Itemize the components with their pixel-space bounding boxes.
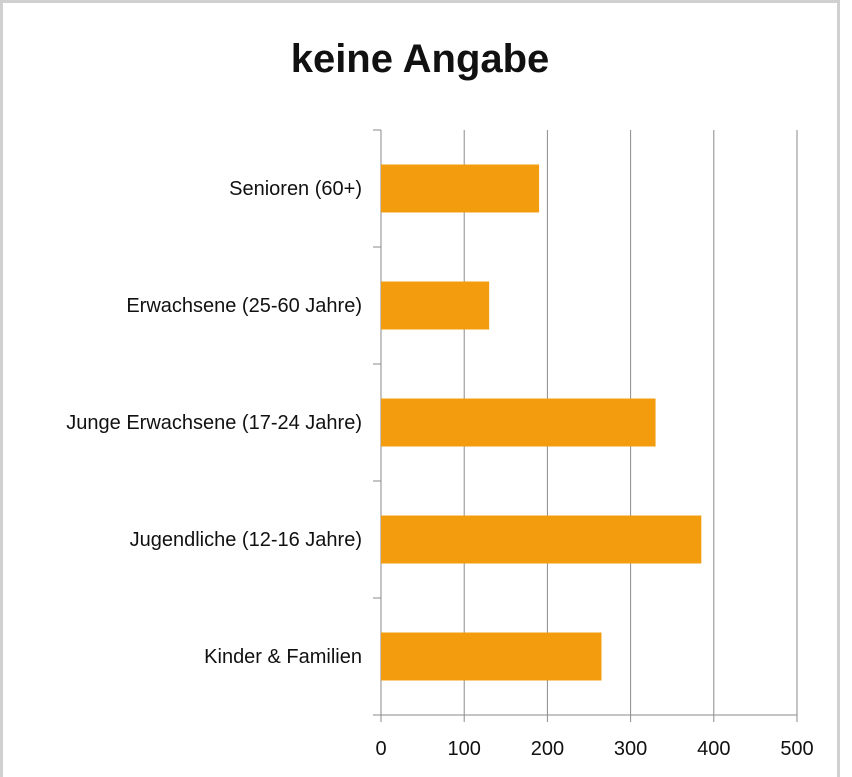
y-label-box: Kinder & Familien: [22, 617, 362, 697]
x-tick-label: 300: [614, 738, 647, 760]
y-label-box: Jugendliche (12-16 Jahre): [22, 500, 362, 580]
y-tick-label: Erwachsene (25-60 Jahre): [126, 294, 362, 317]
y-tick-label: Junge Erwachsene (17-24 Jahre): [66, 411, 362, 434]
bar: [381, 281, 490, 330]
x-tick-label: 100: [448, 738, 481, 760]
y-label-box: Erwachsene (25-60 Jahre): [22, 266, 362, 346]
y-tick-label: Senioren (60+): [229, 177, 362, 200]
bar: [381, 632, 602, 681]
y-label-box: Senioren (60+): [22, 149, 362, 229]
y-tick-label: Kinder & Familien: [204, 645, 362, 668]
bar: [381, 164, 540, 213]
x-tick-label: 0: [375, 738, 386, 760]
y-tick-label: Jugendliche (12-16 Jahre): [129, 528, 362, 551]
bar: [381, 515, 702, 564]
x-tick-label: 200: [531, 738, 564, 760]
y-label-box: Junge Erwachsene (17-24 Jahre): [22, 383, 362, 463]
bar: [381, 398, 656, 447]
x-tick-label: 400: [697, 738, 730, 760]
x-tick-label: 500: [780, 738, 813, 760]
chart-title: keine Angabe: [291, 37, 550, 81]
